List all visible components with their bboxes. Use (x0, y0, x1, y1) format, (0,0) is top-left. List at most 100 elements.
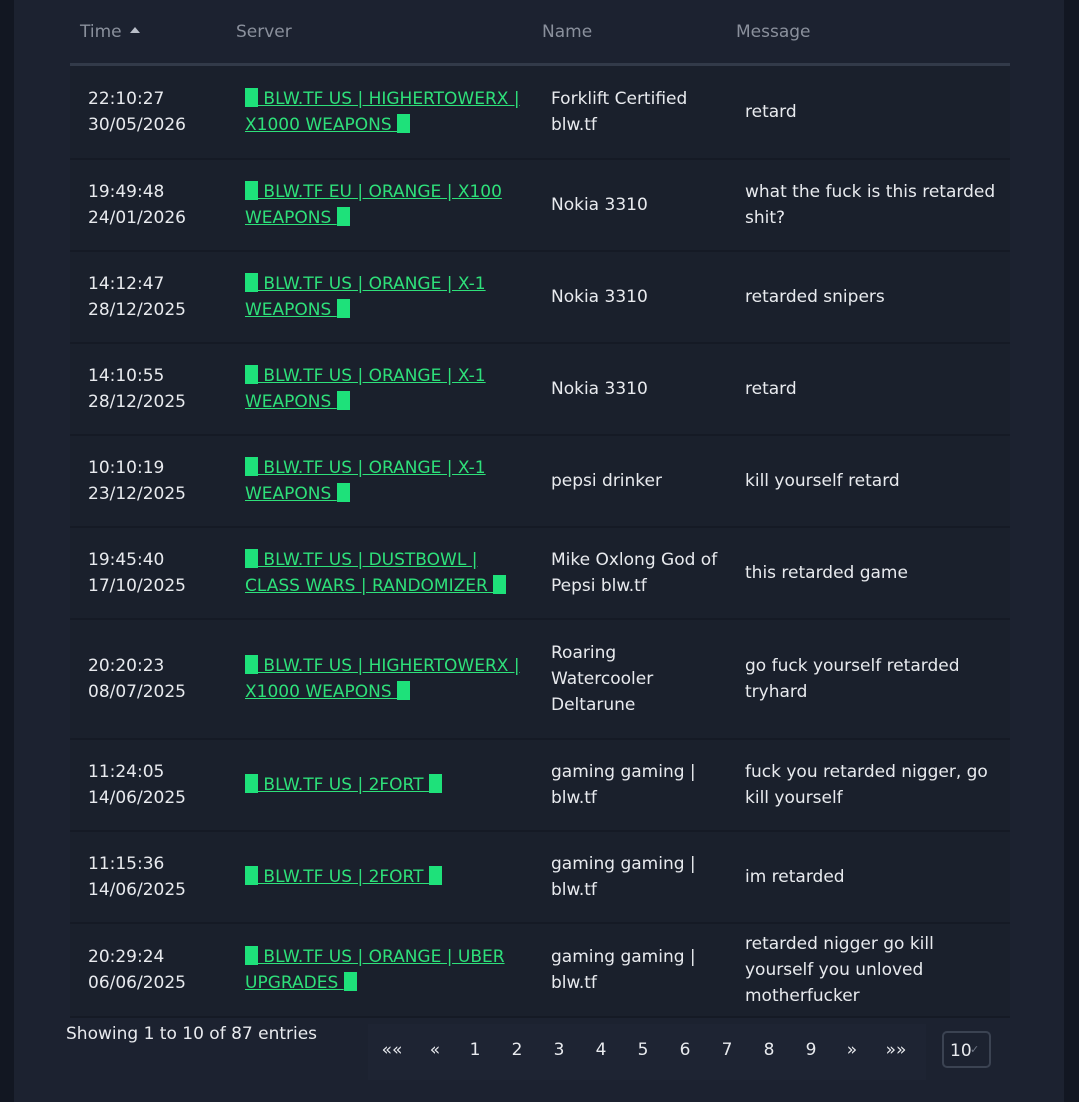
server-link[interactable]: BLW.TF US | HIGHERTOWERX | X1000 WEAPONS (245, 656, 520, 702)
date-value: 08/07/2025 (88, 682, 186, 702)
chat-log-table: Time Server Name Message 22:10:27 30/05/2… (70, 0, 1010, 1018)
time-cell: 11:15:36 14/06/2025 (88, 851, 228, 903)
chat-message: fuck you retarded nigger, go kill yourse… (745, 762, 988, 808)
date-value: 14/06/2025 (88, 880, 186, 900)
prev-page-link[interactable]: « (429, 1040, 441, 1060)
block-glyph-icon (428, 774, 442, 793)
page-link[interactable]: 1 (469, 1040, 481, 1060)
block-glyph-icon (245, 866, 258, 885)
server-cell: BLW.TF US | 2FORT (245, 772, 530, 798)
server-link[interactable]: BLW.TF US | 2FORT (258, 867, 429, 887)
page-link[interactable]: 9 (805, 1040, 817, 1060)
player-name: Nokia 3310 (551, 195, 648, 215)
column-header-server[interactable]: Server (236, 22, 292, 42)
server-cell: BLW.TF US | ORANGE | X-1 WEAPONS (245, 271, 530, 323)
player-name: pepsi drinker (551, 471, 662, 491)
table-row: 19:49:48 24/01/2026 BLW.TF EU | ORANGE | … (70, 160, 1010, 252)
pagination-links: «« «1 2 3 4 5 6 7 8 9»»» (0, 1040, 1079, 1068)
server-cell: BLW.TF US | ORANGE | X-1 WEAPONS (245, 363, 530, 415)
column-header-message[interactable]: Message (736, 22, 811, 42)
table-row: 20:29:24 06/06/2025 BLW.TF US | ORANGE | … (70, 924, 1010, 1018)
time-cell: 19:49:48 24/01/2026 (88, 179, 228, 231)
table-row: 20:20:23 08/07/2025 BLW.TF US | HIGHERTOW… (70, 620, 1010, 740)
column-header-time[interactable]: Time (80, 22, 140, 42)
player-name: gaming gaming | blw.tf (551, 854, 696, 900)
page-link[interactable]: 3 (553, 1040, 565, 1060)
block-glyph-icon (397, 681, 411, 700)
chat-message: this retarded game (745, 563, 908, 583)
date-value: 23/12/2025 (88, 484, 186, 504)
first-page-link[interactable]: «« (381, 1040, 403, 1060)
page-link[interactable]: 2 (511, 1040, 523, 1060)
block-glyph-icon (245, 946, 258, 965)
server-link[interactable]: BLW.TF US | 2FORT (258, 775, 429, 795)
server-cell: BLW.TF EU | ORANGE | X100 WEAPONS (245, 179, 530, 231)
table-row: 14:10:55 28/12/2025 BLW.TF US | ORANGE | … (70, 344, 1010, 436)
chat-message: retard (745, 102, 797, 122)
table-row: 11:15:36 14/06/2025 BLW.TF US | 2FORT gam… (70, 832, 1010, 924)
page-link[interactable]: 4 (595, 1040, 607, 1060)
server-link[interactable]: BLW.TF US | DUSTBOWL | CLASS WARS | RAND… (245, 550, 494, 596)
server-link[interactable]: BLW.TF US | ORANGE | UBER UPGRADES (245, 947, 505, 993)
entries-info: Showing 1 to 10 of 87 entries (66, 1024, 318, 1044)
date-value: 06/06/2025 (88, 973, 186, 993)
block-glyph-icon (245, 655, 258, 674)
table-row: 22:10:27 30/05/2026 BLW.TF US | HIGHERTOW… (70, 66, 1010, 160)
block-glyph-icon (336, 299, 350, 318)
player-name: Roaring Watercooler Deltarune (551, 643, 654, 715)
page-size-select[interactable]: 10 ✓ (942, 1031, 991, 1068)
page-link[interactable]: 8 (763, 1040, 775, 1060)
player-name: Nokia 3310 (551, 379, 648, 399)
player-name: gaming gaming | blw.tf (551, 762, 696, 808)
chat-message: im retarded (745, 867, 845, 887)
server-link[interactable]: BLW.TF EU | ORANGE | X100 WEAPONS (245, 182, 502, 228)
last-page-link[interactable]: »» (885, 1040, 907, 1060)
time-value: 14:12:47 (88, 274, 165, 294)
time-value: 22:10:27 (88, 89, 165, 109)
server-link[interactable]: BLW.TF US | ORANGE | X-1 WEAPONS (245, 366, 486, 412)
server-cell: BLW.TF US | 2FORT (245, 864, 530, 890)
player-name: Forklift Certified blw.tf (551, 89, 688, 135)
date-value: 30/05/2026 (88, 115, 186, 135)
page-link[interactable]: 6 (679, 1040, 691, 1060)
time-cell: 20:20:23 08/07/2025 (88, 653, 228, 705)
player-name: Mike Oxlong God of Pepsi blw.tf (551, 550, 718, 596)
chat-message: go fuck yourself retarded tryhard (745, 656, 960, 702)
table-body: 22:10:27 30/05/2026 BLW.TF US | HIGHERTOW… (70, 66, 1010, 1018)
block-glyph-icon (245, 88, 258, 107)
column-header-name[interactable]: Name (542, 22, 593, 42)
block-glyph-icon (336, 207, 350, 226)
page-link[interactable]: 5 (637, 1040, 649, 1060)
block-glyph-icon (245, 365, 258, 384)
next-page-link[interactable]: » (846, 1040, 858, 1060)
player-name: Nokia 3310 (551, 287, 648, 307)
time-cell: 14:10:55 28/12/2025 (88, 363, 228, 415)
chat-message: kill yourself retard (745, 471, 900, 491)
block-glyph-icon (245, 549, 258, 568)
date-value: 28/12/2025 (88, 392, 186, 412)
block-glyph-icon (428, 866, 442, 885)
server-link[interactable]: BLW.TF US | ORANGE | X-1 WEAPONS (245, 458, 486, 504)
block-glyph-icon (245, 181, 258, 200)
player-name: gaming gaming | blw.tf (551, 947, 696, 993)
time-value: 20:20:23 (88, 656, 165, 676)
chat-message: retarded nigger go kill yourself you unl… (745, 934, 934, 1006)
server-cell: BLW.TF US | ORANGE | X-1 WEAPONS (245, 455, 530, 507)
page-link[interactable]: 7 (721, 1040, 733, 1060)
chevron-down-icon: ✓ (970, 1043, 980, 1056)
time-value: 19:45:40 (88, 550, 165, 570)
block-glyph-icon (493, 575, 507, 594)
chat-message: retard (745, 379, 797, 399)
date-value: 17/10/2025 (88, 576, 186, 596)
date-value: 14/06/2025 (88, 788, 186, 808)
time-value: 19:49:48 (88, 182, 165, 202)
time-cell: 14:12:47 28/12/2025 (88, 271, 228, 323)
chat-message: what the fuck is this retarded shit? (745, 182, 996, 228)
table-header: Time Server Name Message (70, 0, 1010, 66)
time-cell: 10:10:19 23/12/2025 (88, 455, 228, 507)
server-link[interactable]: BLW.TF US | HIGHERTOWERX | X1000 WEAPONS (245, 89, 520, 135)
server-cell: BLW.TF US | HIGHERTOWERX | X1000 WEAPONS (245, 653, 530, 705)
content-panel: Time Server Name Message 22:10:27 30/05/2… (14, 0, 1064, 1102)
server-link[interactable]: BLW.TF US | ORANGE | X-1 WEAPONS (245, 274, 486, 320)
table-row: 11:24:05 14/06/2025 BLW.TF US | 2FORT gam… (70, 740, 1010, 832)
